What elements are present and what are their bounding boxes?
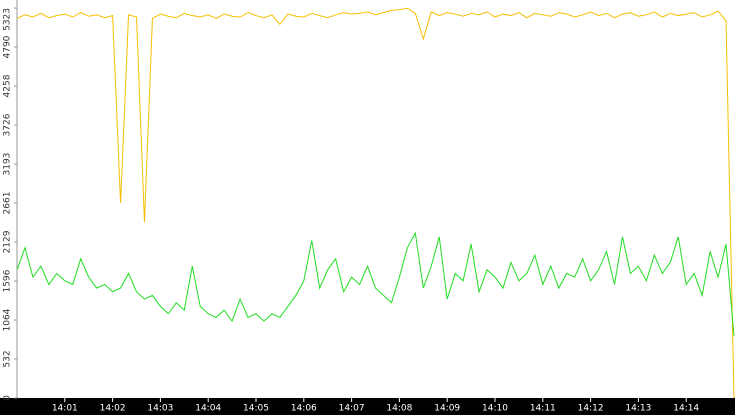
- x-tick-label: 14:09: [434, 404, 460, 414]
- x-tick-label: 14:08: [386, 404, 412, 414]
- x-tick-label: 14:06: [291, 404, 317, 414]
- y-tick-label: 4790: [3, 35, 13, 58]
- series-line: [16, 231, 735, 336]
- x-axis-band: [0, 398, 735, 415]
- y-tick-label: 532: [3, 350, 13, 367]
- y-tick-label: 1064: [3, 308, 13, 331]
- x-tick-label: 14:03: [147, 404, 173, 414]
- y-tick-label: 5323: [3, 8, 13, 31]
- x-tick-label: 14:07: [339, 404, 365, 414]
- x-tick-label: 14:12: [578, 404, 604, 414]
- series-line: [16, 7, 735, 399]
- y-tick-label: 3193: [3, 153, 13, 176]
- y-tick-label: 2129: [3, 230, 13, 253]
- x-tick-label: 14:02: [100, 404, 126, 414]
- x-tick-label: 14:11: [530, 404, 556, 414]
- y-tick-label: 4258: [3, 74, 13, 97]
- x-tick-label: 14:14: [673, 404, 699, 414]
- y-tick-label: 1596: [3, 269, 13, 292]
- x-tick-label: 14:13: [625, 404, 651, 414]
- x-tick-label: 14:01: [52, 404, 78, 414]
- x-tick-label: 14:05: [243, 404, 269, 414]
- x-tick-label: 14:04: [195, 404, 221, 414]
- y-tick-label: 0: [3, 395, 13, 401]
- x-tick-label: 14:10: [482, 404, 508, 414]
- y-tick-label: 3726: [3, 113, 13, 136]
- y-tick-label: 2661: [3, 192, 13, 215]
